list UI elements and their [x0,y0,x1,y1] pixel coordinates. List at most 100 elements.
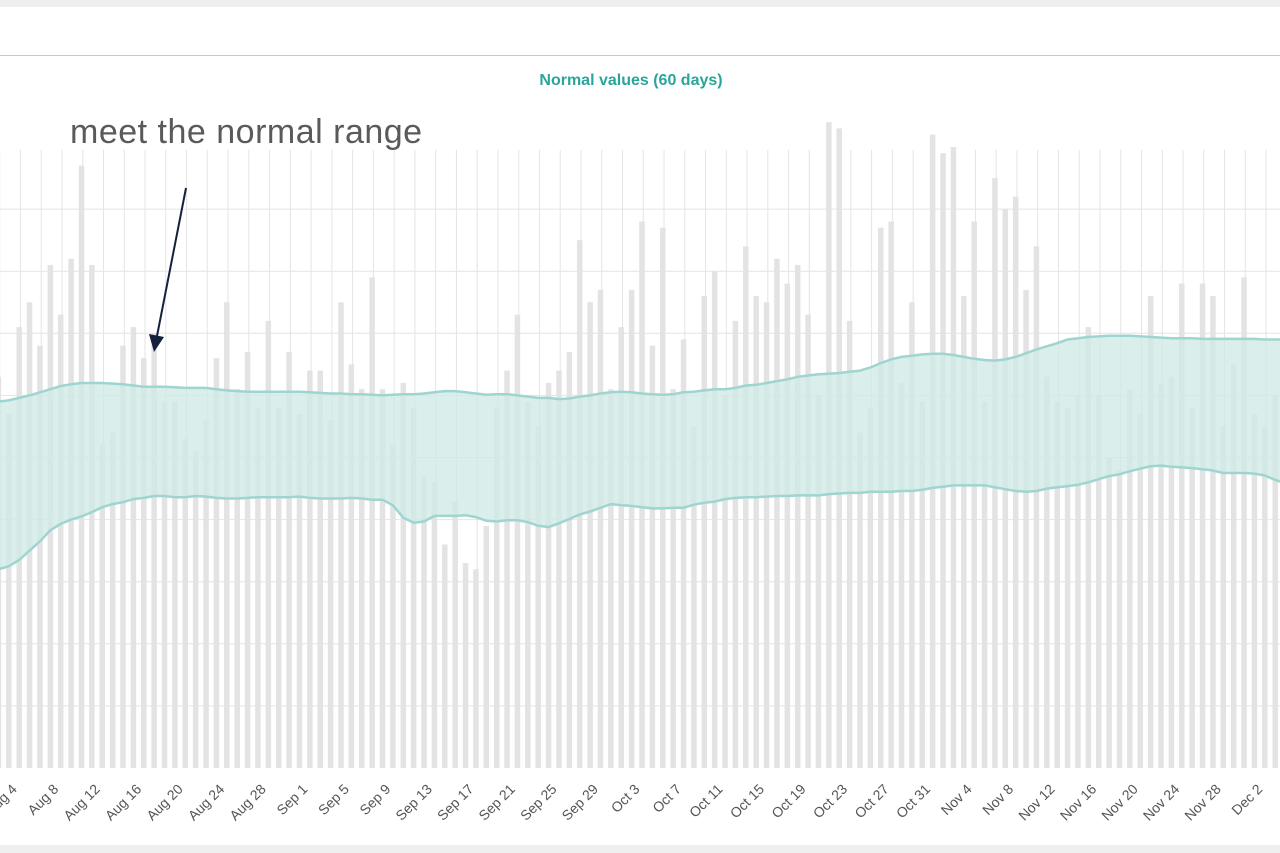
bar[interactable] [981,401,988,768]
bar[interactable] [1085,327,1092,768]
bar[interactable] [763,302,770,768]
bar[interactable] [971,221,977,768]
bar[interactable] [878,227,884,769]
bar[interactable] [1033,246,1040,769]
bar[interactable] [805,314,811,768]
bar[interactable] [275,407,282,768]
bar[interactable] [1116,469,1123,768]
bar[interactable] [701,296,708,768]
bar[interactable] [1064,407,1071,768]
bar[interactable] [369,277,375,768]
bar[interactable] [1147,296,1154,768]
bar[interactable] [317,370,323,768]
bar[interactable] [794,264,801,768]
bar[interactable] [37,345,43,768]
bar[interactable] [909,302,915,768]
bar[interactable] [390,445,396,768]
bar[interactable] [151,333,157,768]
bar[interactable] [0,376,2,768]
bar[interactable] [452,500,458,768]
legend-label[interactable]: Normal values (60 days) [539,72,723,89]
bar[interactable] [462,563,469,768]
bar[interactable] [410,407,417,768]
bar[interactable] [338,302,344,768]
bar[interactable] [141,358,147,768]
bar[interactable] [535,426,541,768]
bar[interactable] [1262,426,1268,768]
bar[interactable] [307,370,313,768]
bar[interactable] [359,389,365,768]
bar[interactable] [1023,289,1029,768]
bar[interactable] [234,389,240,768]
bar[interactable] [244,351,251,768]
bar[interactable] [1158,382,1164,768]
bar[interactable] [442,544,448,768]
bar[interactable] [618,327,625,768]
bar[interactable] [327,420,334,768]
bar[interactable] [587,302,593,768]
bar[interactable] [99,445,106,768]
bar[interactable] [431,482,438,768]
bar[interactable] [597,289,604,768]
bar[interactable] [1095,395,1102,768]
bar[interactable] [1210,296,1216,768]
bar[interactable] [493,407,500,768]
bar[interactable] [255,407,261,768]
bar[interactable] [1230,364,1237,768]
bar[interactable] [919,401,926,768]
bar[interactable] [566,351,573,768]
bar[interactable] [1044,376,1050,768]
bar[interactable] [1106,457,1112,769]
bar[interactable] [722,395,728,768]
bar[interactable] [130,327,137,768]
bar[interactable] [784,283,791,768]
bar[interactable] [1054,401,1060,768]
bar[interactable] [161,401,168,768]
bar[interactable] [545,382,552,768]
bar[interactable] [525,401,531,768]
bar[interactable] [961,296,967,768]
bar[interactable] [1199,283,1206,768]
bar[interactable] [1272,395,1278,768]
bar[interactable] [172,401,178,768]
bar[interactable] [483,525,490,768]
bar[interactable] [296,414,303,768]
bar[interactable] [1251,414,1258,768]
bar[interactable] [1220,426,1227,768]
bar[interactable] [711,271,718,768]
bar[interactable] [628,289,635,768]
bar[interactable] [608,389,614,768]
bar[interactable] [691,426,697,768]
bar[interactable] [265,320,272,768]
bar[interactable] [120,345,126,768]
bar[interactable] [1137,414,1144,768]
bar[interactable] [400,382,407,768]
bar[interactable] [224,302,230,768]
bar[interactable] [857,432,863,768]
bar[interactable] [1127,389,1133,768]
bar[interactable] [774,258,780,768]
bar[interactable] [109,432,116,768]
bar[interactable] [846,320,853,768]
bar[interactable] [556,370,562,768]
bar[interactable] [421,476,427,768]
bar[interactable] [213,358,220,768]
bar[interactable] [1241,277,1247,768]
bar[interactable] [815,395,822,768]
bar[interactable] [1189,407,1195,768]
bar[interactable] [473,569,479,768]
bar[interactable] [57,314,64,768]
bar[interactable] [348,364,355,768]
bar[interactable] [203,420,209,768]
bar[interactable] [670,389,676,768]
bar[interactable] [514,314,521,768]
bar[interactable] [680,339,687,768]
bar[interactable] [89,264,95,768]
bar[interactable] [504,370,510,768]
bar[interactable] [379,389,386,768]
bar[interactable] [182,438,189,768]
bar[interactable] [192,451,199,768]
bar[interactable] [286,351,292,768]
bar[interactable] [753,296,759,768]
bar[interactable] [6,414,12,768]
